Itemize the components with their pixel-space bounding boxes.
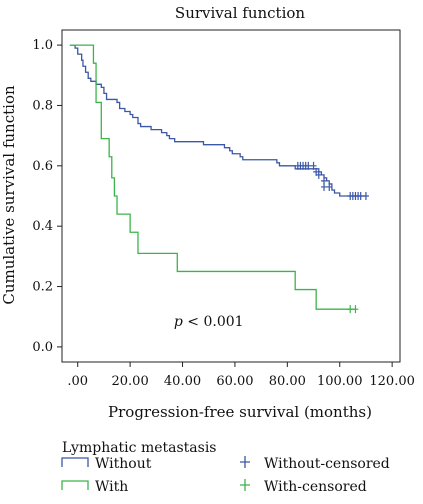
legend-label-with: With	[95, 479, 128, 495]
legend-label-without: Without	[95, 456, 152, 472]
y-axis-title: Cumulative survival function	[0, 85, 18, 305]
y-tick-label: 0.4	[32, 219, 53, 234]
y-tick-label: 0.0	[32, 340, 53, 355]
censor-mark-with	[352, 305, 359, 314]
censor-mark-without	[315, 170, 322, 179]
plot-frame	[61, 29, 401, 363]
legend-label-without-censored: Without-censored	[264, 456, 390, 472]
censor-mark-without	[326, 182, 333, 191]
axes: .00 20.00 40.00 60.00 80.00 100.00 120.00 0.0 0.…	[32, 29, 415, 389]
chart-title: Survival function	[175, 4, 305, 22]
p-value-text: < 0.001	[183, 314, 244, 330]
censor-mark-without	[362, 192, 369, 200]
x-tick-label: 120.00	[369, 374, 415, 389]
series-line-with	[69, 44, 356, 310]
legend-swatch-without-censored	[240, 456, 250, 468]
censor-mark-without	[305, 161, 312, 170]
censor-mark-without	[357, 192, 364, 200]
x-tick-label: 20.00	[112, 374, 149, 389]
x-tick-label: 60.00	[216, 374, 253, 389]
censor-mark-without	[321, 182, 328, 191]
censor-mark-with	[347, 305, 354, 314]
x-tick-label: 100.00	[317, 374, 363, 389]
legend: Without With Without-censored With-censored	[61, 456, 390, 495]
x-tick-label: 40.00	[164, 374, 201, 389]
p-symbol: p	[174, 314, 183, 330]
legend-title: Lymphatic metastasis	[62, 440, 217, 456]
series-line-without	[69, 44, 366, 197]
legend-swatch-with	[61, 480, 89, 490]
p-value-annotation: p < 0.001	[174, 314, 244, 330]
x-tick-label: .00	[67, 374, 88, 389]
censor-mark-without	[310, 161, 317, 170]
y-tick-label: 0.8	[32, 98, 53, 113]
plot-area	[69, 44, 369, 314]
legend-swatch-without	[61, 457, 89, 467]
x-axis-title: Progression-free survival (months)	[108, 403, 372, 421]
x-tick-label: 80.00	[269, 374, 306, 389]
y-tick-label: 0.6	[32, 159, 53, 174]
y-tick-label: 0.2	[32, 280, 53, 295]
legend-swatch-with-censored	[240, 479, 250, 491]
y-tick-label: 1.0	[32, 38, 53, 53]
legend-label-with-censored: With-censored	[264, 479, 367, 495]
